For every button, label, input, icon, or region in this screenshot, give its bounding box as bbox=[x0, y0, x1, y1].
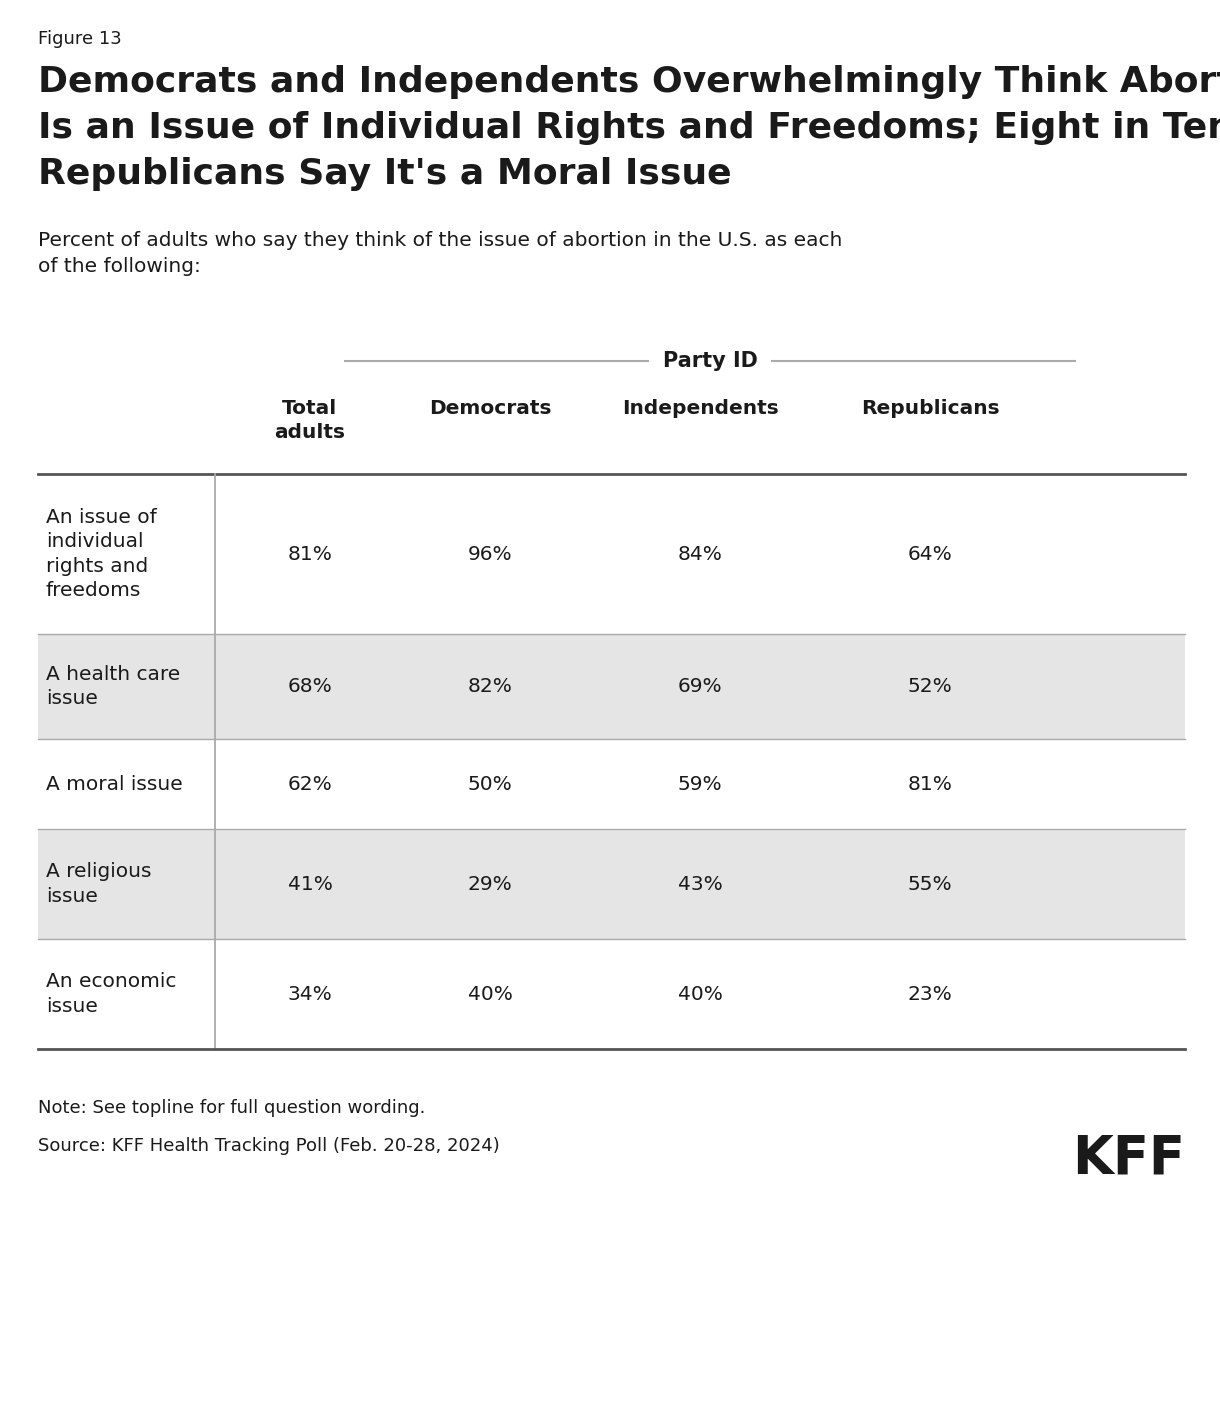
Text: Republicans Say It's a Moral Issue: Republicans Say It's a Moral Issue bbox=[38, 157, 732, 190]
Text: 62%: 62% bbox=[288, 774, 332, 794]
Text: 69%: 69% bbox=[677, 677, 722, 697]
Text: Democrats and Independents Overwhelmingly Think Abortion: Democrats and Independents Overwhelmingl… bbox=[38, 65, 1220, 99]
Text: 34%: 34% bbox=[288, 984, 332, 1004]
Text: An issue of
individual
rights and
freedoms: An issue of individual rights and freedo… bbox=[46, 508, 156, 599]
Text: Republicans: Republicans bbox=[860, 399, 999, 417]
Text: 43%: 43% bbox=[677, 874, 722, 894]
Text: An economic
issue: An economic issue bbox=[46, 973, 177, 1015]
Text: A health care
issue: A health care issue bbox=[46, 666, 181, 708]
Text: 68%: 68% bbox=[288, 677, 332, 697]
Text: A moral issue: A moral issue bbox=[46, 774, 183, 794]
Text: 81%: 81% bbox=[908, 774, 953, 794]
Text: Source: KFF Health Tracking Poll (Feb. 20-28, 2024): Source: KFF Health Tracking Poll (Feb. 2… bbox=[38, 1136, 500, 1155]
Text: Is an Issue of Individual Rights and Freedoms; Eight in Ten: Is an Issue of Individual Rights and Fre… bbox=[38, 111, 1220, 145]
Text: Note: See topline for full question wording.: Note: See topline for full question word… bbox=[38, 1098, 426, 1117]
Text: Party ID: Party ID bbox=[662, 351, 758, 371]
Text: 23%: 23% bbox=[908, 984, 953, 1004]
Text: Independents: Independents bbox=[622, 399, 778, 417]
Text: Percent of adults who say they think of the issue of abortion in the U.S. as eac: Percent of adults who say they think of … bbox=[38, 231, 842, 276]
Text: Total
adults: Total adults bbox=[274, 399, 345, 441]
Text: 52%: 52% bbox=[908, 677, 953, 697]
Text: 59%: 59% bbox=[677, 774, 722, 794]
Text: 82%: 82% bbox=[467, 677, 512, 697]
Text: 64%: 64% bbox=[908, 544, 953, 564]
Text: 50%: 50% bbox=[467, 774, 512, 794]
Text: 81%: 81% bbox=[288, 544, 332, 564]
Text: KFF: KFF bbox=[1072, 1132, 1185, 1184]
Bar bbox=[38, 829, 1185, 939]
Text: 41%: 41% bbox=[288, 874, 332, 894]
Text: Democrats: Democrats bbox=[428, 399, 551, 417]
Text: 40%: 40% bbox=[467, 984, 512, 1004]
Text: 40%: 40% bbox=[677, 984, 722, 1004]
Text: 55%: 55% bbox=[908, 874, 953, 894]
Text: A religious
issue: A religious issue bbox=[46, 863, 151, 905]
Bar bbox=[38, 634, 1185, 739]
Text: 29%: 29% bbox=[467, 874, 512, 894]
Text: 96%: 96% bbox=[467, 544, 512, 564]
Text: Figure 13: Figure 13 bbox=[38, 30, 122, 48]
Text: 84%: 84% bbox=[677, 544, 722, 564]
